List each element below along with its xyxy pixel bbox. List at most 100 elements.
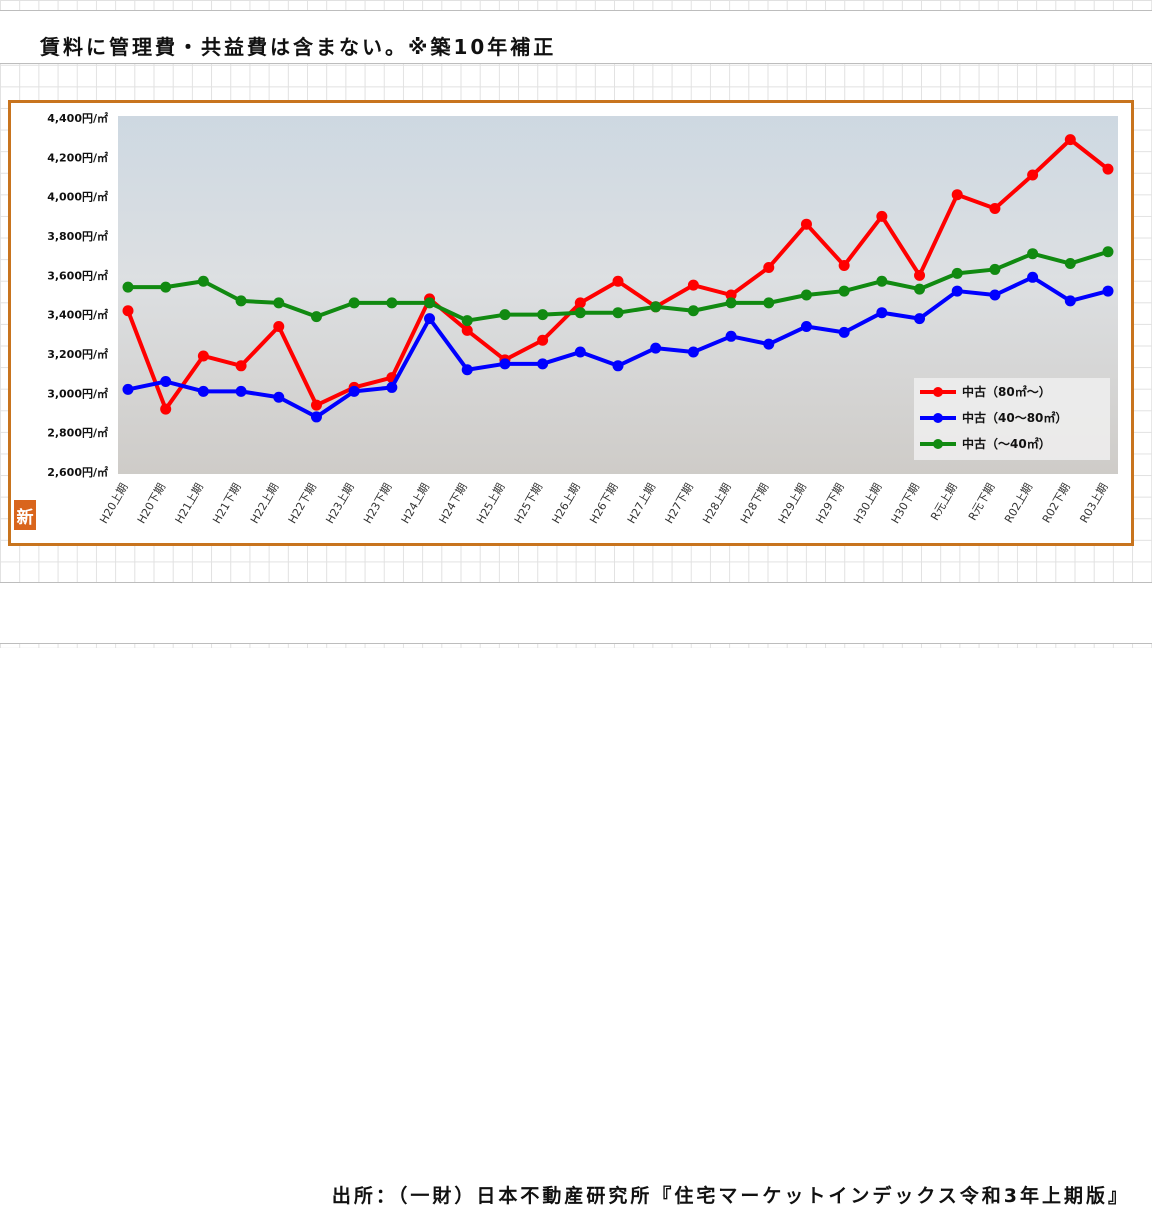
y-tick-label: 4,200円/㎡: [47, 150, 108, 164]
x-tick-label: R03上期: [1078, 481, 1111, 525]
y-tick-label: 4,000円/㎡: [47, 190, 108, 204]
data-point: [122, 383, 134, 395]
data-point: [461, 315, 473, 327]
data-point: [235, 360, 247, 372]
y-tick-label: 3,000円/㎡: [47, 386, 108, 400]
data-point: [650, 301, 662, 313]
legend-label: 中古（〜40㎡）: [962, 436, 1051, 451]
data-point: [122, 305, 134, 317]
data-point: [160, 281, 172, 293]
x-tick-label: H29下期: [813, 481, 846, 526]
data-point: [386, 297, 398, 309]
x-tick-label: H30下期: [889, 481, 922, 526]
x-tick-label: R02下期: [1040, 481, 1073, 525]
data-point: [838, 326, 850, 338]
data-point: [310, 411, 322, 423]
x-tick-label: H20上期: [97, 481, 130, 526]
data-point: [273, 320, 285, 332]
data-point: [160, 376, 172, 388]
data-point: [122, 281, 134, 293]
data-point: [1064, 134, 1076, 146]
data-point: [310, 311, 322, 323]
data-point: [914, 313, 926, 325]
data-point: [1027, 248, 1039, 260]
data-point: [574, 346, 586, 358]
data-point: [574, 297, 586, 309]
data-point: [310, 399, 322, 411]
x-tick-label: H21下期: [210, 481, 243, 526]
data-point: [348, 297, 360, 309]
y-tick-label: 3,400円/㎡: [47, 308, 108, 322]
data-point: [499, 358, 511, 370]
x-tick-label: R元上期: [928, 481, 960, 523]
line-chart: 2,600円/㎡ 2,800円/㎡ 3,000円/㎡ 3,200円/㎡ 3,400円/㎡…: [47, 111, 1118, 526]
data-point: [914, 283, 926, 295]
y-tick-label: 4,400円/㎡: [47, 111, 108, 125]
data-point: [763, 261, 775, 273]
y-tick-label: 3,800円/㎡: [47, 229, 108, 243]
data-point: [461, 324, 473, 336]
x-tick-label: H26上期: [550, 481, 583, 526]
x-tick-label: H21上期: [173, 481, 206, 526]
x-tick-label: H29上期: [776, 481, 809, 526]
data-point: [499, 309, 511, 321]
data-point: [537, 334, 549, 346]
x-tick-label: H24下期: [436, 481, 469, 526]
legend-label: 中古（40〜80㎡）: [962, 410, 1067, 425]
data-point: [951, 267, 963, 279]
x-tick-label: H25上期: [474, 481, 507, 526]
x-tick-label: H30上期: [851, 481, 884, 526]
data-point: [989, 289, 1001, 301]
x-tick-label: H24上期: [399, 481, 432, 526]
header-band: 賃料に管理費・共益費は含まない。※築10年補正: [0, 10, 1152, 64]
note-text: 賃料に管理費・共益費は含まない。※築10年補正: [40, 35, 557, 59]
data-point: [1064, 258, 1076, 270]
legend-label: 中古（80㎡〜）: [962, 384, 1051, 399]
data-point: [989, 202, 1001, 214]
y-tick-label: 3,200円/㎡: [47, 347, 108, 361]
data-point: [725, 297, 737, 309]
x-tick-label: H26下期: [587, 481, 620, 526]
data-point: [1027, 169, 1039, 181]
data-point: [725, 289, 737, 301]
data-point: [763, 338, 775, 350]
data-point: [876, 210, 888, 222]
data-point: [914, 269, 926, 281]
x-tick-label: H28上期: [700, 481, 733, 526]
data-point: [876, 275, 888, 287]
x-tick-label: R元下期: [966, 481, 998, 523]
data-point: [687, 279, 699, 291]
x-tick-label: H27下期: [663, 481, 696, 526]
data-point: [687, 305, 699, 317]
data-point: [160, 403, 172, 415]
x-tick-label: H20下期: [135, 481, 168, 526]
legend-marker: [933, 413, 943, 423]
data-point: [951, 285, 963, 297]
legend-marker: [933, 387, 943, 397]
data-point: [725, 330, 737, 342]
x-tick-label: H22上期: [248, 481, 281, 526]
x-tick-label: H22下期: [286, 481, 319, 526]
x-tick-label: H23上期: [323, 481, 356, 526]
data-point: [612, 275, 624, 287]
y-tick-label: 2,800円/㎡: [47, 426, 108, 440]
data-point: [197, 350, 209, 362]
x-tick-label: R02上期: [1002, 481, 1035, 525]
data-point: [235, 385, 247, 397]
y-tick-label: 2,600円/㎡: [47, 465, 108, 479]
data-point: [838, 260, 850, 271]
x-tick-label: H25下期: [512, 481, 545, 526]
data-point: [650, 342, 662, 354]
data-point: [951, 189, 963, 201]
footer-band: 出所：（一財）日本不動産研究所『住宅マーケットインデックス令和3年上期版』: [0, 582, 1152, 1207]
data-point: [838, 285, 850, 297]
data-point: [537, 358, 549, 370]
data-point: [197, 275, 209, 287]
data-point: [800, 320, 812, 332]
data-point: [574, 307, 586, 319]
data-point: [1102, 246, 1114, 258]
data-point: [273, 391, 285, 403]
data-point: [197, 385, 209, 397]
data-point: [424, 297, 436, 309]
data-point: [348, 385, 360, 397]
